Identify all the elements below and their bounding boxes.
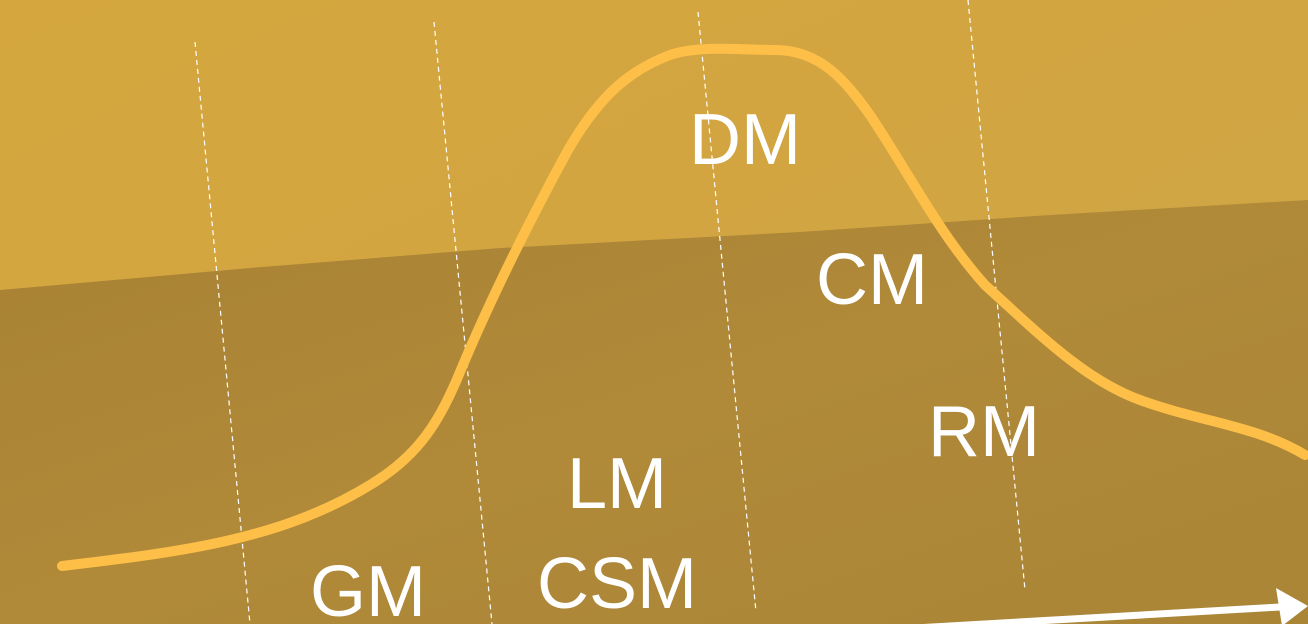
axis-arrow-head (1276, 588, 1308, 624)
background-lower (0, 200, 1308, 624)
label-csm: CSM (537, 544, 697, 624)
label-gm: GM (310, 552, 426, 624)
phase-dividers (194, 0, 1026, 624)
divider-line (433, 21, 493, 624)
label-lm: LM (567, 444, 668, 524)
background-sheen (0, 0, 1308, 290)
axis-arrow (923, 588, 1308, 624)
bell-curve (57, 43, 1308, 571)
label-dm: DM (689, 100, 801, 180)
label-cm: CM (816, 240, 928, 320)
label-rm: RM (928, 392, 1040, 472)
divider-line (697, 11, 757, 613)
divider-line (194, 41, 251, 624)
axis-arrow-shaft (923, 603, 1284, 624)
